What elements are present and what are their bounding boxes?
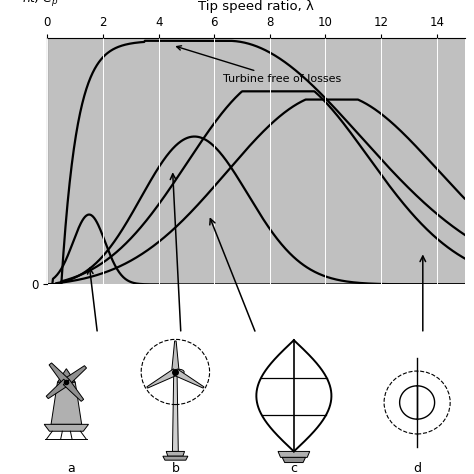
Text: a: a <box>67 462 75 474</box>
Polygon shape <box>63 380 83 401</box>
X-axis label: Tip speed ratio, λ: Tip speed ratio, λ <box>198 0 314 13</box>
Polygon shape <box>172 341 179 372</box>
Polygon shape <box>49 363 70 384</box>
Polygon shape <box>44 424 89 431</box>
Polygon shape <box>278 451 310 457</box>
Text: b: b <box>172 462 179 474</box>
Polygon shape <box>46 379 69 399</box>
Polygon shape <box>163 456 188 460</box>
Polygon shape <box>64 365 87 385</box>
Text: Turbine free of losses: Turbine free of losses <box>177 46 341 84</box>
Text: nt, $C_p$: nt, $C_p$ <box>22 0 59 9</box>
Polygon shape <box>147 369 177 388</box>
Polygon shape <box>173 372 178 451</box>
Ellipse shape <box>173 369 184 375</box>
Polygon shape <box>282 457 306 463</box>
Polygon shape <box>51 382 82 424</box>
Polygon shape <box>57 369 75 382</box>
Text: c: c <box>291 462 297 474</box>
Text: d: d <box>413 462 421 474</box>
Polygon shape <box>166 451 184 456</box>
Polygon shape <box>173 369 204 388</box>
